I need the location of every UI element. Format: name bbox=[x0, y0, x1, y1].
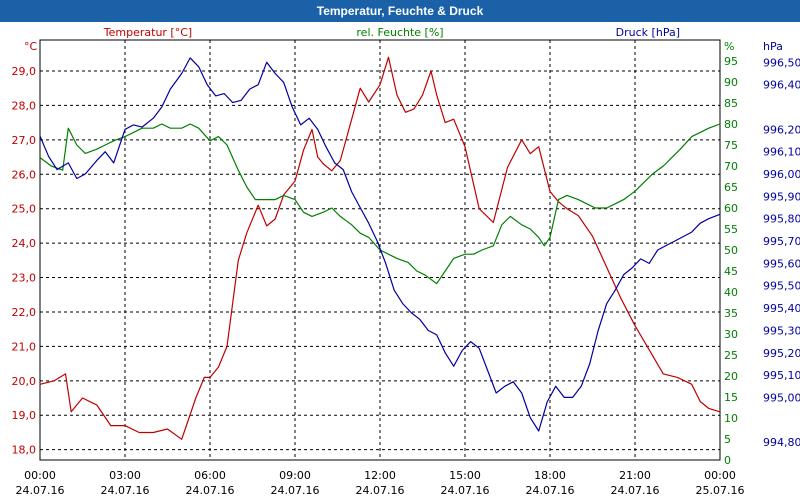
series-lines bbox=[39, 56, 721, 440]
x-tick-time: 12:00 bbox=[364, 469, 396, 482]
x-tick-date: 25.07.16 bbox=[696, 484, 745, 497]
pressure-tick-label: 994,80 bbox=[763, 436, 800, 449]
x-tick-date: 24.07.16 bbox=[526, 484, 575, 497]
pressure-tick-label: 995,00 bbox=[763, 391, 800, 404]
x-tick-time: 00:00 bbox=[704, 469, 736, 482]
x-tick-date: 24.07.16 bbox=[356, 484, 405, 497]
x-tick-time: 06:00 bbox=[194, 469, 226, 482]
humidity-tick-label: 0 bbox=[724, 454, 731, 467]
x-tick-time: 15:00 bbox=[449, 469, 481, 482]
humidity-tick-label: 95 bbox=[724, 55, 738, 68]
pressure-tick-label: 996,10 bbox=[763, 146, 800, 159]
temperature-tick-label: 20,0 bbox=[12, 375, 37, 388]
chart-title: Temperatur, Feuchte & Druck bbox=[316, 4, 484, 18]
x-tick-date: 24.07.16 bbox=[186, 484, 235, 497]
humidity-tick-label: 30 bbox=[724, 328, 738, 341]
temperature-tick-label: 28,0 bbox=[12, 99, 37, 112]
chart-title-bar: Temperatur, Feuchte & Druck bbox=[0, 0, 800, 22]
chart: 00:00 24.07.16 03:00 24.07.16 06:00 24.07.16 0… bbox=[12, 26, 800, 497]
pressure-tick-label: 995,30 bbox=[763, 324, 800, 337]
humidity-tick-label: 65 bbox=[724, 181, 738, 194]
legend-entry: rel. Feuchte [%] bbox=[356, 26, 443, 39]
pressure-unit-label: hPa bbox=[763, 40, 783, 53]
x-tick-time: 21:00 bbox=[619, 469, 651, 482]
humidity-tick-label: 25 bbox=[724, 349, 738, 362]
temperature-tick-label: 23,0 bbox=[12, 272, 37, 285]
pressure-tick-label: 995,40 bbox=[763, 302, 800, 315]
humidity-tick-label: 55 bbox=[724, 223, 738, 236]
temperature-tick-label: 22,0 bbox=[12, 306, 37, 319]
axis-labels: 00:00 24.07.16 03:00 24.07.16 06:00 24.07.16 0… bbox=[12, 26, 800, 497]
humidity-unit-label: % bbox=[724, 40, 734, 53]
x-tick-date: 24.07.16 bbox=[611, 484, 660, 497]
humidity-tick-label: 5 bbox=[724, 433, 731, 446]
temperature-tick-label: 19,0 bbox=[12, 409, 37, 422]
humidity-tick-label: 10 bbox=[724, 412, 738, 425]
humidity-tick-label: 20 bbox=[724, 370, 738, 383]
temperature-tick-label: 25,0 bbox=[12, 203, 37, 216]
pressure-tick-label: 996,00 bbox=[763, 168, 800, 181]
pressure-tick-label: 995,60 bbox=[763, 257, 800, 270]
series-line-pressure bbox=[39, 57, 721, 432]
temperature-tick-label: 26,0 bbox=[12, 168, 37, 181]
temperature-tick-label: 18,0 bbox=[12, 444, 37, 457]
temperature-tick-label: 29,0 bbox=[12, 65, 37, 78]
series-line-temperature bbox=[39, 56, 721, 440]
grid bbox=[40, 40, 720, 460]
pressure-tick-label: 995,70 bbox=[763, 235, 800, 248]
humidity-tick-label: 80 bbox=[724, 118, 738, 131]
temperature-tick-label: 24,0 bbox=[12, 237, 37, 250]
humidity-tick-label: 70 bbox=[724, 160, 738, 173]
pressure-tick-label: 995,80 bbox=[763, 213, 800, 226]
humidity-tick-label: 45 bbox=[724, 265, 738, 278]
temperature-tick-label: 21,0 bbox=[12, 340, 37, 353]
humidity-tick-label: 40 bbox=[724, 286, 738, 299]
x-tick-time: 00:00 bbox=[24, 469, 56, 482]
temperature-unit-label: °C bbox=[24, 40, 38, 53]
humidity-tick-label: 35 bbox=[724, 307, 738, 320]
pressure-tick-label: 995,50 bbox=[763, 280, 800, 293]
humidity-tick-label: 15 bbox=[724, 391, 738, 404]
pressure-tick-label: 995,10 bbox=[763, 369, 800, 382]
humidity-tick-label: 90 bbox=[724, 76, 738, 89]
x-tick-date: 24.07.16 bbox=[101, 484, 150, 497]
x-tick-time: 09:00 bbox=[279, 469, 311, 482]
pressure-tick-label: 995,20 bbox=[763, 347, 800, 360]
x-tick-date: 24.07.16 bbox=[271, 484, 320, 497]
x-tick-time: 18:00 bbox=[534, 469, 566, 482]
temperature-tick-label: 27,0 bbox=[12, 134, 37, 147]
x-tick-date: 24.07.16 bbox=[16, 484, 65, 497]
pressure-tick-label: 996,50 bbox=[763, 56, 800, 69]
legend-entry: Temperatur [°C] bbox=[103, 26, 192, 39]
x-tick-time: 03:00 bbox=[109, 469, 141, 482]
pressure-tick-label: 996,20 bbox=[763, 123, 800, 136]
legend-entry: Druck [hPa] bbox=[616, 26, 680, 39]
humidity-tick-label: 60 bbox=[724, 202, 738, 215]
humidity-tick-label: 85 bbox=[724, 97, 738, 110]
pressure-tick-label: 995,90 bbox=[763, 190, 800, 203]
pressure-tick-label: 996,40 bbox=[763, 79, 800, 92]
x-tick-date: 24.07.16 bbox=[441, 484, 490, 497]
series-line-humidity bbox=[39, 123, 721, 285]
humidity-tick-label: 75 bbox=[724, 139, 738, 152]
humidity-tick-label: 50 bbox=[724, 244, 738, 257]
